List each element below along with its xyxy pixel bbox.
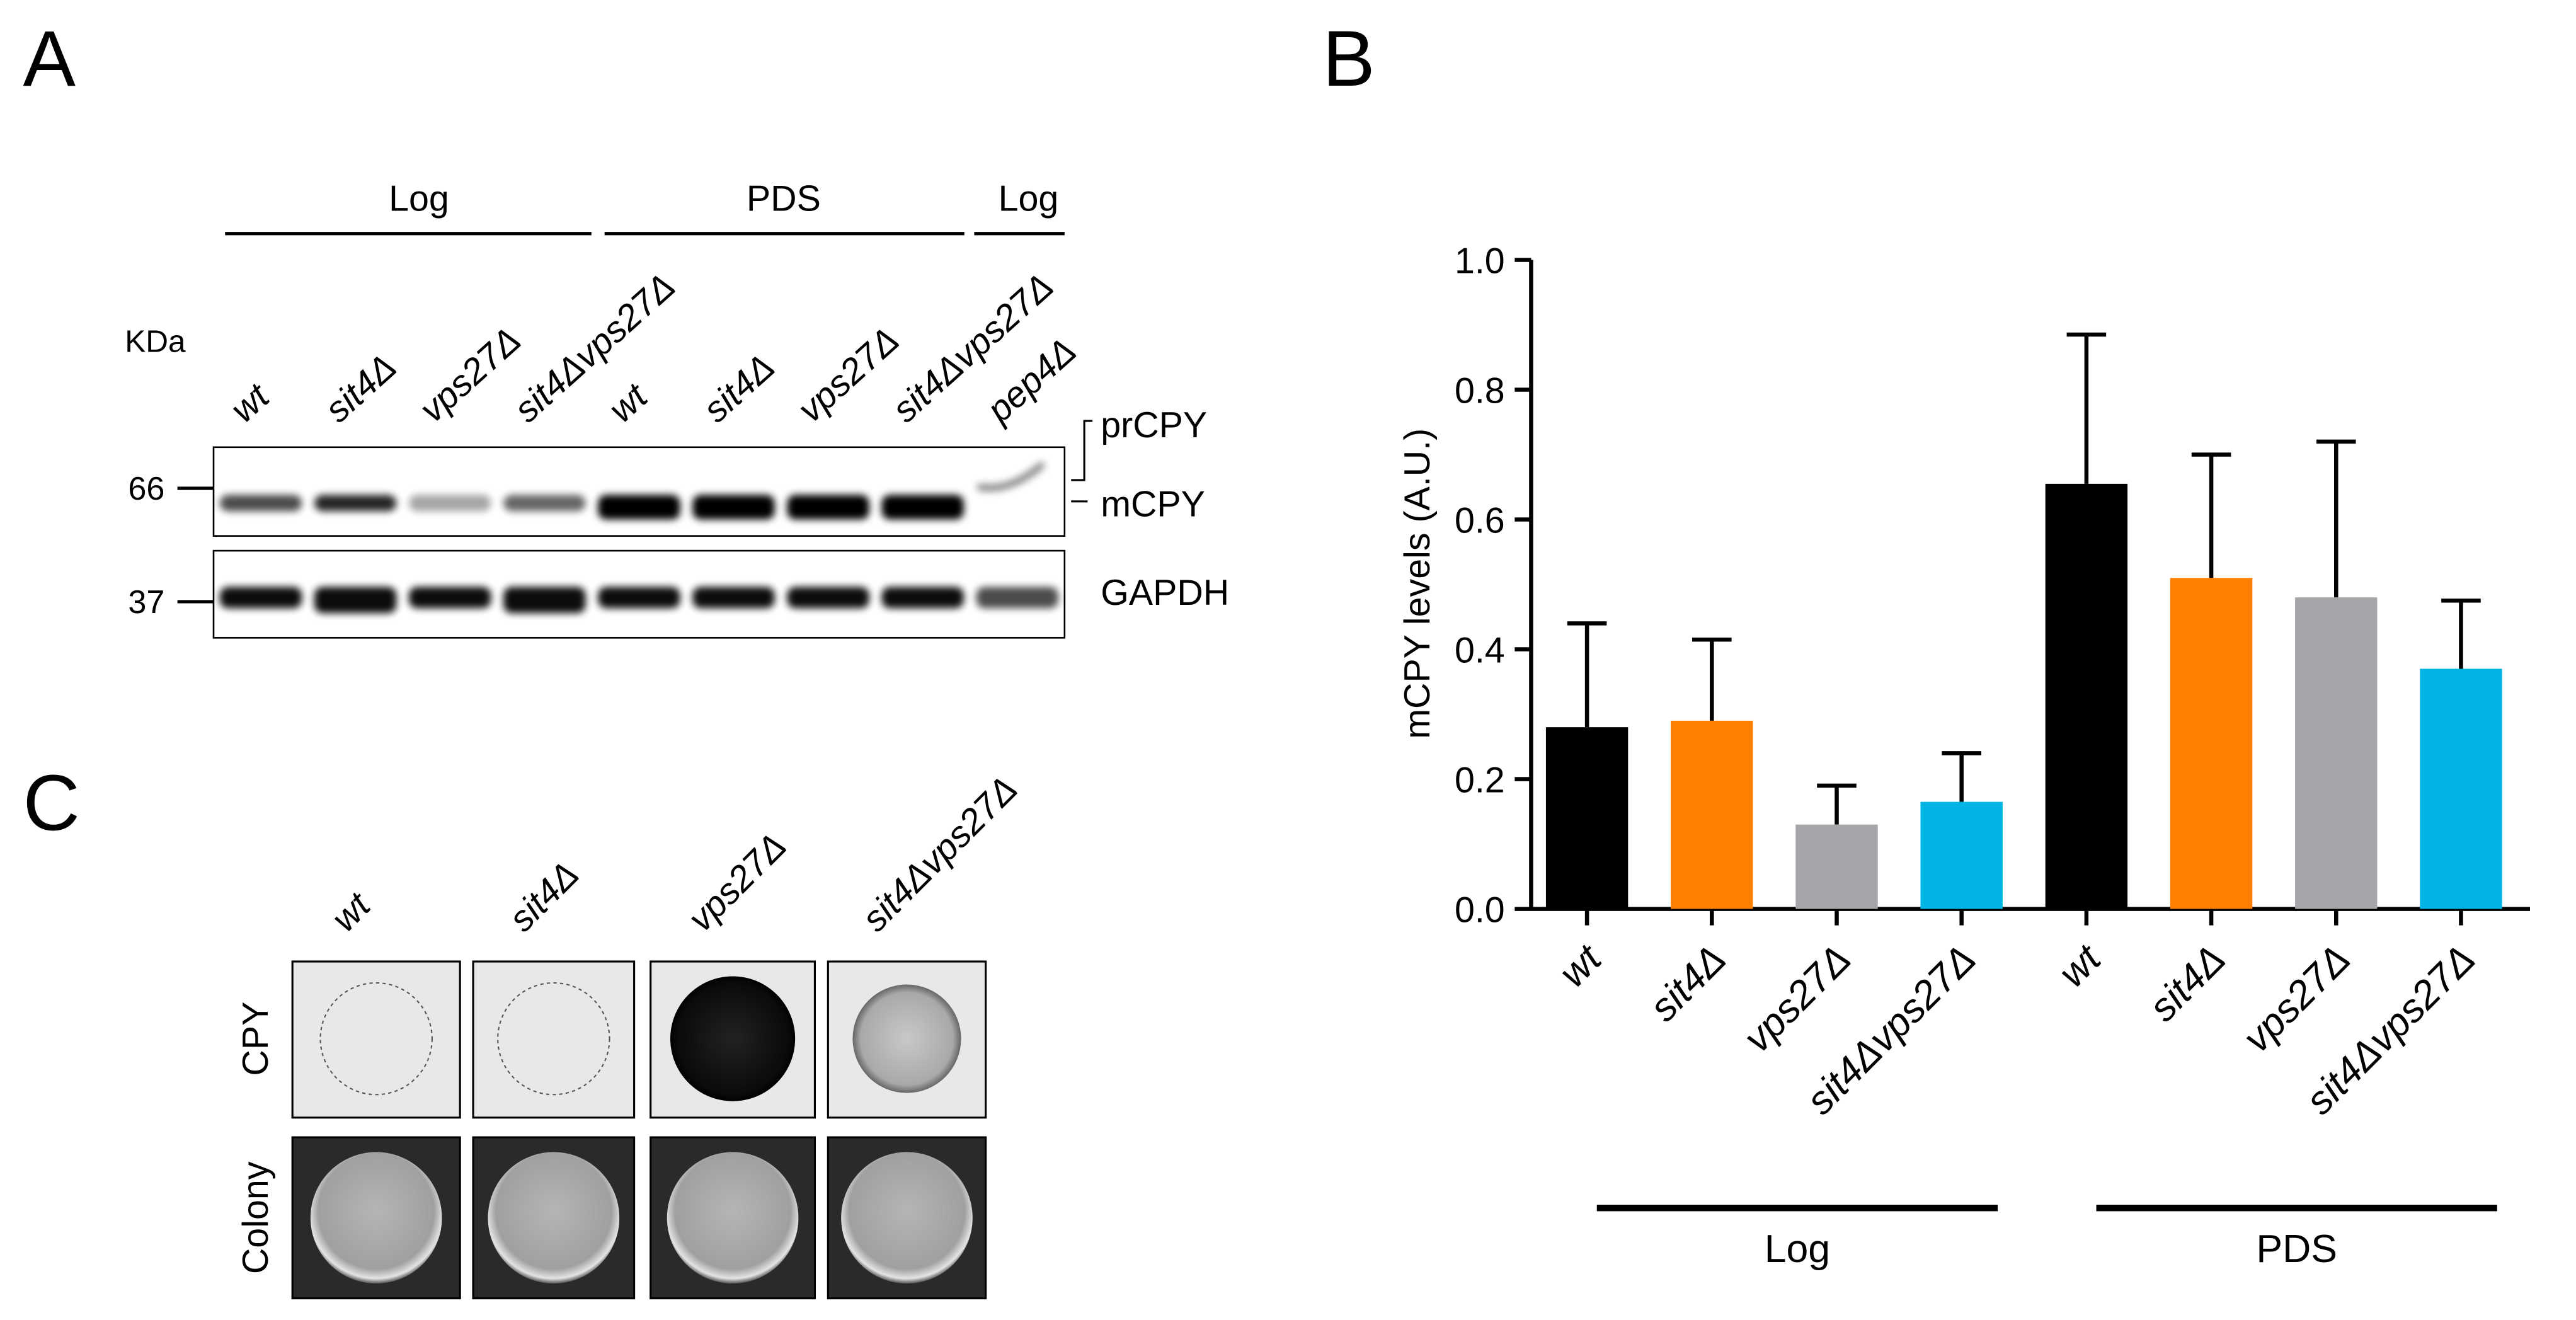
y-tick-label: 0.4 xyxy=(1455,630,1505,670)
y-tick-label: 0.0 xyxy=(1455,890,1505,930)
x-tick-label: wt xyxy=(2050,936,2110,996)
group-header: PDS xyxy=(747,178,821,219)
panel-label: C xyxy=(23,759,80,847)
band xyxy=(787,587,869,609)
band-label: mCPY xyxy=(1101,484,1205,524)
band xyxy=(409,587,491,609)
band-label: GAPDH xyxy=(1101,573,1229,613)
band xyxy=(692,495,775,520)
x-tick-label: sit4Δ xyxy=(1641,936,1734,1030)
y-axis-label: mCPY levels (A.U.) xyxy=(1397,428,1438,739)
band xyxy=(503,495,586,512)
blot-frame xyxy=(212,446,1066,537)
unit-label: KDa xyxy=(125,324,186,359)
x-tick-label: wt xyxy=(1550,936,1611,996)
spot xyxy=(319,982,433,1096)
group-header: Log xyxy=(999,178,1059,219)
colony xyxy=(841,1152,973,1284)
y-tick-label: 0.2 xyxy=(1455,760,1505,800)
y-tick-label: 0.6 xyxy=(1455,500,1505,541)
strain-label: sit4Δ xyxy=(501,854,587,939)
bar xyxy=(2295,597,2378,909)
band xyxy=(976,461,1046,491)
group-label: PDS xyxy=(2256,1227,2337,1271)
band xyxy=(787,495,869,520)
bracket xyxy=(1071,420,1093,503)
band xyxy=(881,587,964,609)
band xyxy=(409,495,491,512)
band xyxy=(692,587,775,609)
colony xyxy=(310,1152,442,1284)
group-label: Log xyxy=(1765,1227,1830,1271)
panel-label: B xyxy=(1322,14,1375,103)
y-tick-label: 1.0 xyxy=(1455,241,1505,281)
x-tick-label: vps27Δ xyxy=(1735,936,1859,1060)
band xyxy=(314,495,397,512)
band xyxy=(976,587,1058,609)
lane-label: sit4Δ xyxy=(696,347,782,430)
band xyxy=(881,495,964,520)
marker-label: 66 xyxy=(128,471,164,507)
row-label: CPY xyxy=(236,1002,276,1076)
spot xyxy=(852,984,961,1093)
panel-label: A xyxy=(23,14,76,103)
lane-label: vps27Δ xyxy=(412,319,529,430)
colony xyxy=(667,1152,799,1284)
bar xyxy=(1545,727,1629,909)
x-tick-label: sit4Δ xyxy=(2141,936,2234,1030)
y-tick-label: 0.8 xyxy=(1455,370,1505,411)
spot xyxy=(497,982,610,1096)
x-tick-label: vps27Δ xyxy=(2235,936,2359,1060)
group-header: Log xyxy=(389,178,449,219)
band xyxy=(598,587,680,609)
band xyxy=(219,495,302,512)
band xyxy=(219,587,302,609)
lane-label: wt xyxy=(223,376,278,430)
band xyxy=(503,587,586,614)
band xyxy=(314,587,397,614)
strain-label: sit4Δvps27Δ xyxy=(854,769,1025,939)
lane-label: sit4Δ xyxy=(318,347,404,430)
strain-label: wt xyxy=(324,885,379,939)
lane-label: sit4Δvps27Δ xyxy=(885,266,1062,430)
bar xyxy=(2420,669,2502,909)
bar xyxy=(1795,824,1878,909)
band-label: prCPY xyxy=(1101,405,1207,445)
colony xyxy=(488,1152,620,1284)
bar xyxy=(1671,720,1753,909)
bar xyxy=(1920,801,2003,909)
lane-label: vps27Δ xyxy=(790,319,907,430)
marker-label: 37 xyxy=(128,584,164,621)
lane-label: sit4Δvps27Δ xyxy=(507,266,683,430)
bar xyxy=(2045,483,2128,909)
cpy-box xyxy=(472,960,636,1119)
lane-label: wt xyxy=(601,376,656,430)
spot xyxy=(670,976,796,1101)
bar xyxy=(2170,578,2253,909)
strain-label: vps27Δ xyxy=(680,825,794,939)
row-label: Colony xyxy=(236,1161,276,1274)
band xyxy=(598,495,680,520)
